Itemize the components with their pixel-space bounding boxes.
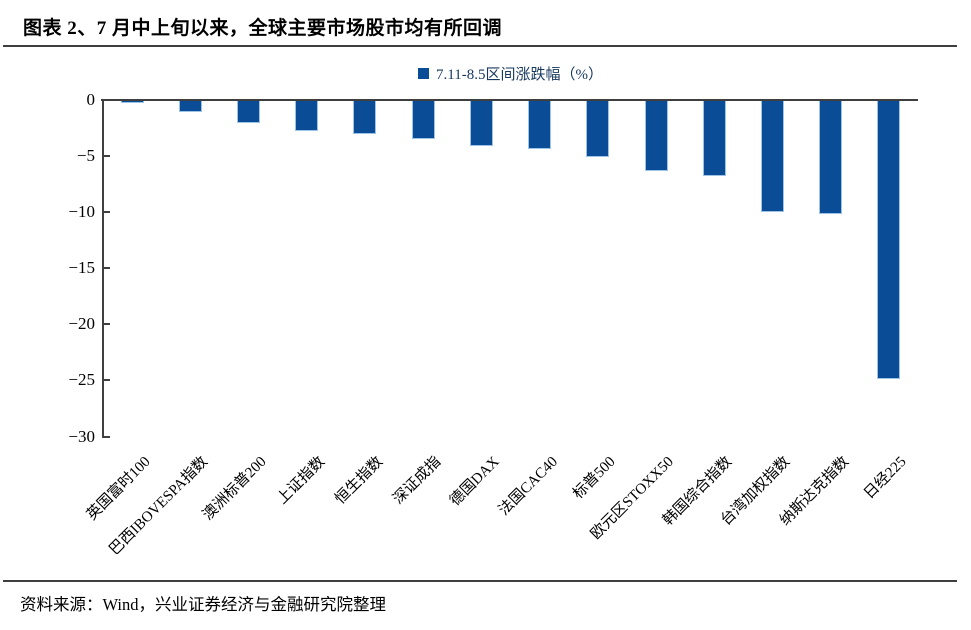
x-axis-category-label: 标普500 (570, 453, 619, 503)
bar (760, 99, 784, 212)
bar (702, 99, 726, 176)
y-axis-tick (102, 154, 110, 157)
bottom-divider (3, 580, 957, 582)
source-note: 资料来源：Wind，兴业证券经济与金融研究院整理 (20, 595, 386, 614)
bar (178, 99, 202, 112)
x-axis-category-label: 日经225 (861, 453, 911, 503)
x-axis-category-label: 上证指数 (274, 453, 328, 508)
chart-legend: 7.11-8.5区间涨跌幅（%） (103, 63, 918, 84)
bar (295, 99, 319, 131)
x-axis-category-label: 德国DAX (447, 453, 503, 510)
x-axis-category-label: 深证成指 (390, 453, 445, 508)
y-axis-tick (102, 435, 110, 438)
bar (120, 99, 144, 103)
x-axis-category-label: 法国CAC40 (495, 453, 561, 519)
figure-title: 图表 2、7 月中上旬以来，全球主要市场股市均有所回调 (23, 18, 503, 39)
y-axis-tick-label: −20 (68, 314, 95, 334)
x-axis-category-label: 巴西IBOVESPA指数 (106, 453, 212, 559)
bar (819, 99, 843, 215)
y-axis-tick (102, 210, 110, 213)
legend-marker-swatch (418, 68, 430, 79)
top-divider (3, 45, 957, 47)
bar (353, 99, 377, 135)
y-axis-tick-label: −10 (68, 201, 95, 221)
y-axis-tick-label: −25 (68, 370, 95, 390)
y-axis-tick (102, 267, 110, 269)
bar (411, 99, 435, 139)
y-axis-tick-label: −30 (68, 426, 95, 446)
x-axis-zero-line (101, 98, 918, 101)
bar (644, 99, 668, 172)
y-axis-tick-label: −15 (68, 258, 95, 277)
bar (528, 99, 552, 149)
y-axis-tick (102, 323, 110, 326)
bar (586, 99, 610, 157)
y-axis-tick (102, 379, 110, 382)
x-axis-category-label: 恒生指数 (332, 453, 387, 508)
bar (469, 99, 493, 146)
y-axis-tick-label: 0 (86, 89, 96, 109)
bar (877, 99, 901, 380)
bar (237, 99, 261, 124)
legend-label: 7.11-8.5区间涨跌幅（%） (436, 67, 603, 83)
y-axis-tick-label: −5 (76, 145, 95, 165)
